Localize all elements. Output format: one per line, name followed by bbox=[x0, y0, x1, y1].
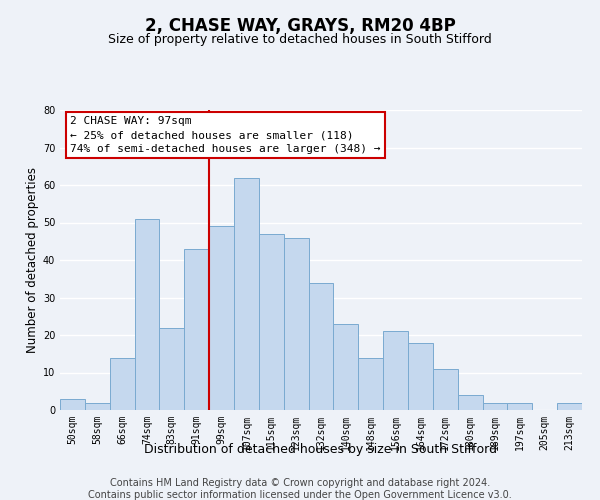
Bar bbox=[85, 402, 110, 410]
Bar bbox=[383, 331, 408, 410]
Bar bbox=[458, 395, 482, 410]
Bar bbox=[557, 402, 582, 410]
Bar bbox=[284, 238, 308, 410]
Bar bbox=[60, 399, 85, 410]
Bar bbox=[308, 282, 334, 410]
Text: Contains HM Land Registry data © Crown copyright and database right 2024.: Contains HM Land Registry data © Crown c… bbox=[110, 478, 490, 488]
Text: 2, CHASE WAY, GRAYS, RM20 4BP: 2, CHASE WAY, GRAYS, RM20 4BP bbox=[145, 18, 455, 36]
Bar bbox=[184, 248, 209, 410]
Text: 2 CHASE WAY: 97sqm
← 25% of detached houses are smaller (118)
74% of semi-detach: 2 CHASE WAY: 97sqm ← 25% of detached hou… bbox=[70, 116, 381, 154]
Bar bbox=[234, 178, 259, 410]
Text: Distribution of detached houses by size in South Stifford: Distribution of detached houses by size … bbox=[145, 442, 497, 456]
Bar bbox=[408, 342, 433, 410]
Bar bbox=[110, 358, 134, 410]
Bar bbox=[508, 402, 532, 410]
Bar bbox=[482, 402, 508, 410]
Bar bbox=[433, 369, 458, 410]
Text: Size of property relative to detached houses in South Stifford: Size of property relative to detached ho… bbox=[108, 32, 492, 46]
Bar bbox=[160, 328, 184, 410]
Bar bbox=[358, 358, 383, 410]
Bar bbox=[209, 226, 234, 410]
Bar bbox=[259, 234, 284, 410]
Bar bbox=[134, 219, 160, 410]
Text: Contains public sector information licensed under the Open Government Licence v3: Contains public sector information licen… bbox=[88, 490, 512, 500]
Bar bbox=[334, 324, 358, 410]
Y-axis label: Number of detached properties: Number of detached properties bbox=[26, 167, 38, 353]
